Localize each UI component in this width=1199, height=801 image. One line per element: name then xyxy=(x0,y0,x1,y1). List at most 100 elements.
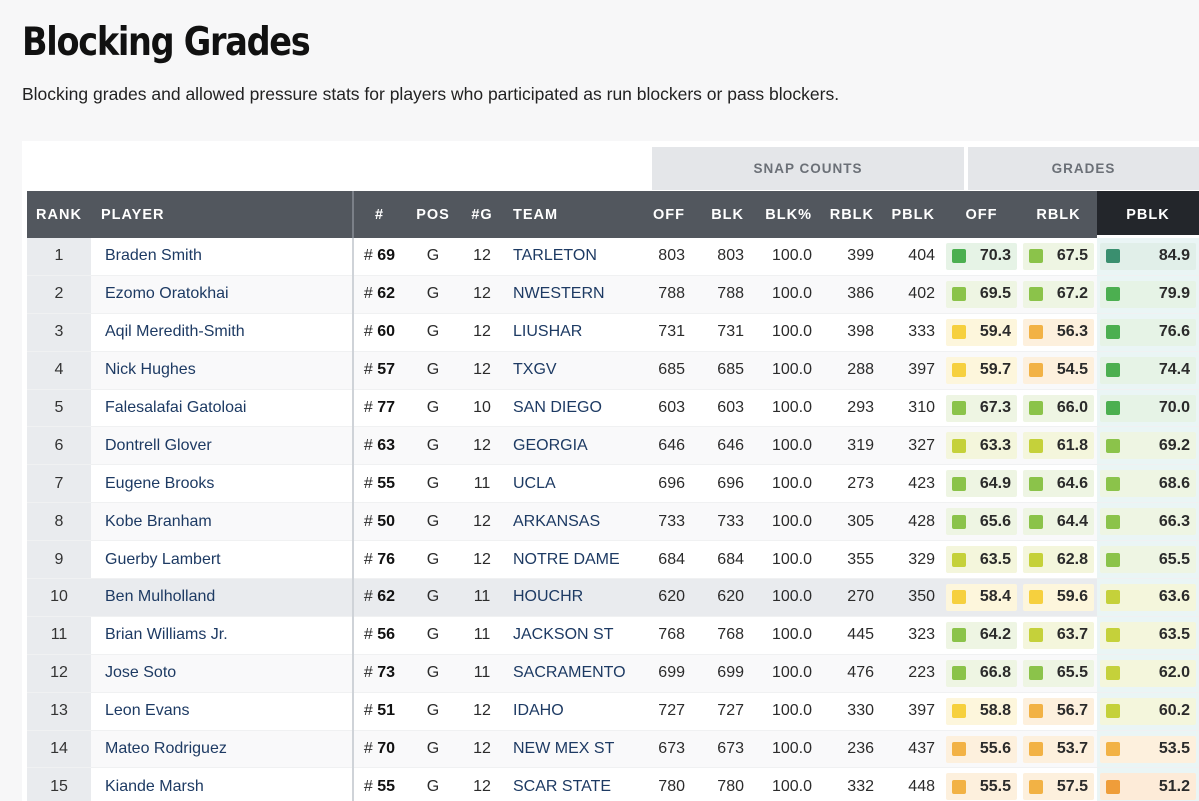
team-name-link[interactable]: NOTRE DAME xyxy=(503,540,639,580)
position-cell: G xyxy=(405,692,461,731)
snap-rblk-cell: 273 xyxy=(820,464,882,504)
table-row[interactable]: 14 Mateo Rodriguez # 70 G 12 NEW MEX ST 673 673… xyxy=(27,730,1199,769)
player-name-link[interactable]: Eugene Brooks xyxy=(91,464,353,504)
grade-swatch-icon xyxy=(1106,249,1120,264)
table-row[interactable]: 15 Kiande Marsh # 55 G 12 SCAR STATE 780 780 100… xyxy=(27,767,1199,801)
grade-value: 76.6 xyxy=(1158,323,1190,341)
grade-badge: 63.7 xyxy=(1023,621,1094,649)
jersey-hash: # xyxy=(363,285,378,303)
table-row[interactable]: 1 Braden Smith # 69 G 12 TARLETON 803 803 100.0 3… xyxy=(27,238,1199,276)
team-name-link[interactable]: NEW MEX ST xyxy=(503,730,639,769)
grade-badge: 56.3 xyxy=(1023,318,1094,346)
team-name-link[interactable]: SAN DIEGO xyxy=(503,389,639,428)
table-row[interactable]: 8 Kobe Branham # 50 G 12 ARKANSAS 733 733 100.0 3… xyxy=(27,502,1199,542)
col-header-grade-rblk[interactable]: RBLK xyxy=(1020,191,1097,238)
grade-swatch-icon xyxy=(952,249,966,264)
games-cell: 12 xyxy=(461,351,503,390)
col-header-player[interactable]: PLAYER xyxy=(91,191,353,238)
grade-value: 58.8 xyxy=(979,702,1011,720)
table-row[interactable]: 13 Leon Evans # 51 G 12 IDAHO 727 727 100.0 330 39… xyxy=(27,692,1199,731)
col-header-rank[interactable]: RANK xyxy=(27,191,91,238)
jersey-value: 55 xyxy=(377,777,396,795)
grade-badge: 58.8 xyxy=(946,697,1017,725)
team-name-link[interactable]: SCAR STATE xyxy=(503,767,639,801)
grade-cell-rblk: 64.4 xyxy=(1020,502,1097,542)
grade-badge: 69.5 xyxy=(946,280,1017,308)
player-name-link[interactable]: Brian Williams Jr. xyxy=(91,616,353,655)
col-header-team[interactable]: TEAM xyxy=(503,191,639,238)
col-header-games[interactable]: #G xyxy=(461,191,503,238)
table-cell-rank: 12 xyxy=(27,654,91,693)
col-header-snap-off[interactable]: OFF xyxy=(639,191,693,238)
col-header-grade-off[interactable]: OFF xyxy=(943,191,1020,238)
grade-cell-off: 63.5 xyxy=(943,540,1020,580)
team-name-link[interactable]: NWESTERN xyxy=(503,275,639,314)
snap-blk-pct-cell: 100.0 xyxy=(752,654,820,693)
player-name-link[interactable]: Kobe Branham xyxy=(91,502,353,542)
grade-badge: 55.5 xyxy=(946,773,1017,801)
player-name-link[interactable]: Leon Evans xyxy=(91,692,353,731)
team-name-link[interactable]: IDAHO xyxy=(503,692,639,731)
table-cell-rank: 9 xyxy=(27,540,91,580)
snap-rblk-cell: 445 xyxy=(820,616,882,655)
table-row[interactable]: 4 Nick Hughes # 57 G 12 TXGV 685 685 100.0 288 397… xyxy=(27,351,1199,390)
jersey-number: # 73 xyxy=(352,654,405,693)
grade-badge: 76.6 xyxy=(1100,318,1196,346)
team-name-link[interactable]: TARLETON xyxy=(503,238,639,276)
team-name-link[interactable]: GEORGIA xyxy=(503,426,639,466)
table-cell-rank: 8 xyxy=(27,502,91,542)
snap-pblk-cell: 404 xyxy=(882,238,943,276)
jersey-hash: # xyxy=(363,664,378,682)
grade-value: 62.8 xyxy=(1056,550,1088,568)
snap-pblk-cell: 333 xyxy=(882,313,943,352)
position-cell: G xyxy=(405,654,461,693)
table-row[interactable]: 6 Dontrell Glover # 63 G 12 GEORGIA 646 646 100.… xyxy=(27,426,1199,466)
player-name-link[interactable]: Falesalafai Gatoloai xyxy=(91,389,353,428)
col-header-jersey[interactable]: # xyxy=(352,191,405,238)
table-row[interactable]: 11 Brian Williams Jr. # 56 G 11 JACKSON ST 768… xyxy=(27,616,1199,655)
team-name-link[interactable]: TXGV xyxy=(503,351,639,390)
table-row[interactable]: 5 Falesalafai Gatoloai # 77 G 10 SAN DIEGO 603… xyxy=(27,389,1199,428)
player-name-link[interactable]: Ben Mulholland xyxy=(91,578,353,617)
player-name-link[interactable]: Aqil Meredith-Smith xyxy=(91,313,353,352)
grade-swatch-icon xyxy=(952,401,966,415)
player-name-link[interactable]: Jose Soto xyxy=(91,654,353,693)
team-name-link[interactable]: LIUSHAR xyxy=(503,313,639,352)
grade-badge: 65.6 xyxy=(946,508,1017,536)
snap-blk-pct-cell: 100.0 xyxy=(752,578,820,617)
team-name-link[interactable]: UCLA xyxy=(503,464,639,504)
grade-value: 84.9 xyxy=(1158,247,1190,265)
team-name-link[interactable]: SACRAMENTO xyxy=(503,654,639,693)
grade-cell-off: 65.6 xyxy=(943,502,1020,542)
table-row[interactable]: 2 Ezomo Oratokhai # 62 G 12 NWESTERN 788 788 100… xyxy=(27,275,1199,314)
grade-badge: 53.5 xyxy=(1100,735,1196,763)
col-header-snap-rblk[interactable]: RBLK xyxy=(820,191,882,238)
player-name-link[interactable]: Guerby Lambert xyxy=(91,540,353,580)
table-row[interactable]: 7 Eugene Brooks # 55 G 11 UCLA 696 696 100.0 273 4… xyxy=(27,464,1199,504)
team-name-link[interactable]: ARKANSAS xyxy=(503,502,639,542)
table-row[interactable]: 12 Jose Soto # 73 G 11 SACRAMENTO 699 699 100.0 4… xyxy=(27,654,1199,693)
grade-value: 67.3 xyxy=(979,399,1011,416)
jersey-value: 60 xyxy=(377,323,396,341)
col-header-grade-pblk[interactable]: PBLK xyxy=(1097,191,1199,238)
col-header-snap-pblk[interactable]: PBLK xyxy=(882,191,943,238)
grade-badge: 56.7 xyxy=(1023,697,1094,725)
col-header-pos[interactable]: POS xyxy=(405,191,461,238)
player-name-link[interactable]: Braden Smith xyxy=(91,238,353,276)
player-name-link[interactable]: Nick Hughes xyxy=(91,351,353,390)
player-name-link[interactable]: Ezomo Oratokhai xyxy=(91,275,353,314)
col-header-snap-blk[interactable]: BLK xyxy=(693,191,752,238)
table-row[interactable]: 10 Ben Mulholland # 62 G 11 HOUCHR 620 620 100.0… xyxy=(27,578,1199,617)
player-name-link[interactable]: Dontrell Glover xyxy=(91,426,353,466)
player-name-link[interactable]: Mateo Rodriguez xyxy=(91,730,353,769)
table-row[interactable]: 3 Aqil Meredith-Smith # 60 G 12 LIUSHAR 731 731… xyxy=(27,313,1199,352)
jersey-hash: # xyxy=(363,550,378,568)
team-name-link[interactable]: HOUCHR xyxy=(503,578,639,617)
jersey-value: 77 xyxy=(377,399,396,416)
grade-value: 63.7 xyxy=(1056,626,1088,644)
col-header-snap-blk-pct[interactable]: BLK% xyxy=(752,191,820,238)
table-row[interactable]: 9 Guerby Lambert # 76 G 12 NOTRE DAME 684 684 10… xyxy=(27,540,1199,580)
player-name-link[interactable]: Kiande Marsh xyxy=(91,767,353,801)
grade-value: 51.2 xyxy=(1158,777,1190,795)
team-name-link[interactable]: JACKSON ST xyxy=(503,616,639,655)
